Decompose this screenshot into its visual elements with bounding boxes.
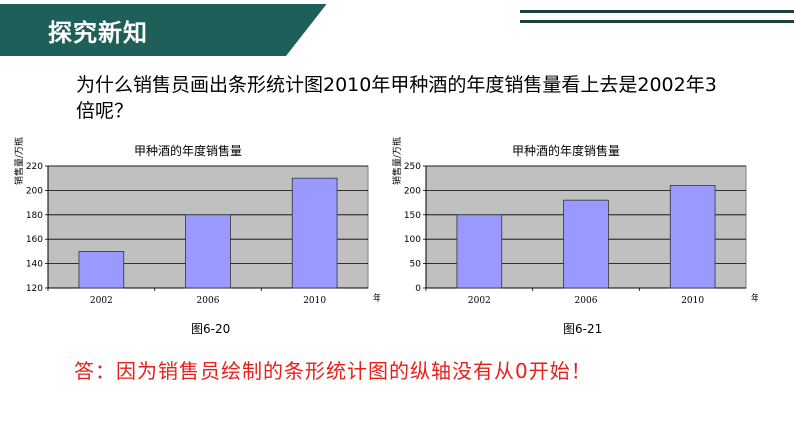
y-tick-label: 100 [404, 235, 421, 245]
figure-caption-6-20: 图6-20 [191, 322, 231, 336]
y-tick-label: 220 [26, 162, 43, 172]
bar-2002 [456, 214, 503, 289]
header-accent [0, 4, 330, 56]
question-text: 为什么销售员画出条形统计图2010年甲种酒的年度销售量看上去是2002年3倍呢？ [76, 74, 717, 122]
chart-6-20: 甲种酒的年度销售量 销售量/万瓶 120 140 160 180 200 220 2002 200… [10, 133, 380, 315]
bar-2006 [185, 214, 231, 289]
chart-title: 甲种酒的年度销售量 [512, 143, 620, 158]
y-axis-label: 销售量/万瓶 [13, 137, 25, 185]
x-tick-label: 2006 [197, 296, 220, 306]
y-tick-label: 150 [404, 211, 421, 221]
y-tick-label: 250 [404, 162, 421, 172]
answer-text: 答：因为销售员绘制的条形统计图的纵轴没有从0开始！ [74, 359, 592, 383]
y-tick-label: 180 [26, 211, 43, 221]
y-tick-label: 200 [26, 186, 43, 196]
y-axis-label: 销售量/万瓶 [391, 137, 403, 185]
bar-2010 [669, 185, 716, 289]
x-tick-label: 2010 [681, 296, 704, 306]
y-tick-label: 140 [26, 260, 43, 270]
bar-2010 [291, 177, 338, 289]
header-band: 探究新知 [0, 0, 794, 56]
y-tick-label: 50 [410, 260, 422, 270]
chart-6-20-svg: 甲种酒的年度销售量 销售量/万瓶 120 140 160 180 200 220 2002 200… [13, 137, 380, 306]
header-rule-top [520, 10, 794, 13]
figure-caption-6-21: 图6-21 [563, 322, 603, 336]
x-tick-label: 2002 [468, 296, 491, 306]
bar-2006 [563, 199, 609, 289]
page-title: 探究新知 [48, 19, 148, 47]
x-axis-label: 年份 [751, 292, 758, 304]
y-tick-label: 120 [26, 284, 43, 294]
x-tick-label: 2010 [303, 296, 326, 306]
chart-6-21: 甲种酒的年度销售量 销售量/万瓶 0 50 100 150 200 250 2002 2006 20… [388, 133, 758, 315]
y-tick-label: 160 [26, 235, 43, 245]
header-rule-bottom [520, 20, 794, 23]
bar-2002 [78, 251, 125, 289]
x-axis-label: 年份 [373, 292, 380, 304]
x-tick-label: 2002 [90, 296, 113, 306]
y-tick-label: 0 [415, 284, 421, 294]
chart-title: 甲种酒的年度销售量 [134, 143, 242, 158]
chart-6-21-svg: 甲种酒的年度销售量 销售量/万瓶 0 50 100 150 200 250 2002 2006 20… [391, 137, 758, 306]
x-tick-label: 2006 [575, 296, 598, 306]
y-tick-label: 200 [404, 186, 421, 196]
